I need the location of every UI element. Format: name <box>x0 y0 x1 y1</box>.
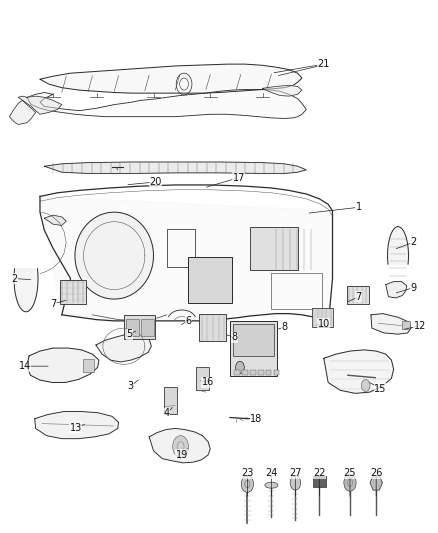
Polygon shape <box>386 281 407 298</box>
Bar <box>196 367 208 390</box>
Bar <box>250 370 256 375</box>
Text: 4: 4 <box>163 408 170 418</box>
Bar <box>127 319 139 336</box>
Bar <box>60 280 86 304</box>
Text: 8: 8 <box>231 332 237 342</box>
Text: 7: 7 <box>356 292 362 302</box>
Polygon shape <box>96 333 151 362</box>
Circle shape <box>241 475 254 492</box>
Polygon shape <box>40 64 302 93</box>
Text: 24: 24 <box>265 468 278 478</box>
Text: 14: 14 <box>18 361 31 371</box>
Bar <box>347 286 369 304</box>
Text: 27: 27 <box>289 468 302 478</box>
Bar <box>266 370 272 375</box>
Bar <box>164 387 177 414</box>
Polygon shape <box>14 269 38 312</box>
Circle shape <box>236 361 244 374</box>
Bar <box>272 272 321 309</box>
Bar <box>311 308 332 327</box>
Text: 15: 15 <box>374 384 387 393</box>
Text: 17: 17 <box>233 173 245 183</box>
Polygon shape <box>10 100 35 125</box>
Bar <box>199 314 226 342</box>
Bar <box>234 370 240 375</box>
Polygon shape <box>324 350 394 393</box>
Bar <box>313 476 325 487</box>
Bar <box>188 257 232 303</box>
Bar <box>83 359 94 372</box>
Circle shape <box>290 475 300 490</box>
Bar <box>124 315 155 339</box>
Text: 21: 21 <box>318 59 330 69</box>
Bar <box>242 370 248 375</box>
Text: 13: 13 <box>70 423 82 433</box>
Polygon shape <box>263 85 302 96</box>
Polygon shape <box>44 162 306 173</box>
Polygon shape <box>149 429 210 463</box>
Polygon shape <box>370 475 382 490</box>
Text: 20: 20 <box>149 177 162 187</box>
Polygon shape <box>27 348 99 383</box>
Polygon shape <box>371 313 411 334</box>
Polygon shape <box>35 411 119 439</box>
Polygon shape <box>40 197 332 326</box>
Bar <box>233 324 275 356</box>
Ellipse shape <box>265 482 278 488</box>
Text: 9: 9 <box>410 282 417 293</box>
Circle shape <box>361 379 370 392</box>
Text: 26: 26 <box>370 468 382 478</box>
Text: 16: 16 <box>202 377 214 387</box>
Text: 23: 23 <box>241 468 254 478</box>
Bar <box>141 319 153 336</box>
Text: 2: 2 <box>11 273 18 284</box>
Polygon shape <box>18 96 62 114</box>
Bar <box>166 229 195 266</box>
Bar <box>258 370 264 375</box>
Text: 3: 3 <box>128 381 134 391</box>
Polygon shape <box>27 90 306 118</box>
Polygon shape <box>44 215 66 225</box>
Text: 19: 19 <box>176 450 188 460</box>
Text: 2: 2 <box>410 237 417 247</box>
Text: 12: 12 <box>413 321 426 330</box>
Text: 6: 6 <box>185 316 191 326</box>
Circle shape <box>344 474 356 491</box>
Circle shape <box>173 435 188 457</box>
Text: 7: 7 <box>50 299 56 309</box>
Text: 1: 1 <box>356 203 362 212</box>
Text: 22: 22 <box>313 468 326 478</box>
Bar <box>403 321 410 329</box>
Bar <box>230 321 277 376</box>
Text: 5: 5 <box>127 329 133 339</box>
Polygon shape <box>75 212 153 299</box>
Bar <box>274 370 279 375</box>
Polygon shape <box>388 227 409 264</box>
Text: 25: 25 <box>344 468 356 478</box>
Text: 10: 10 <box>318 319 330 329</box>
Text: 18: 18 <box>251 414 263 424</box>
Text: 8: 8 <box>282 322 288 332</box>
Bar <box>250 227 297 270</box>
